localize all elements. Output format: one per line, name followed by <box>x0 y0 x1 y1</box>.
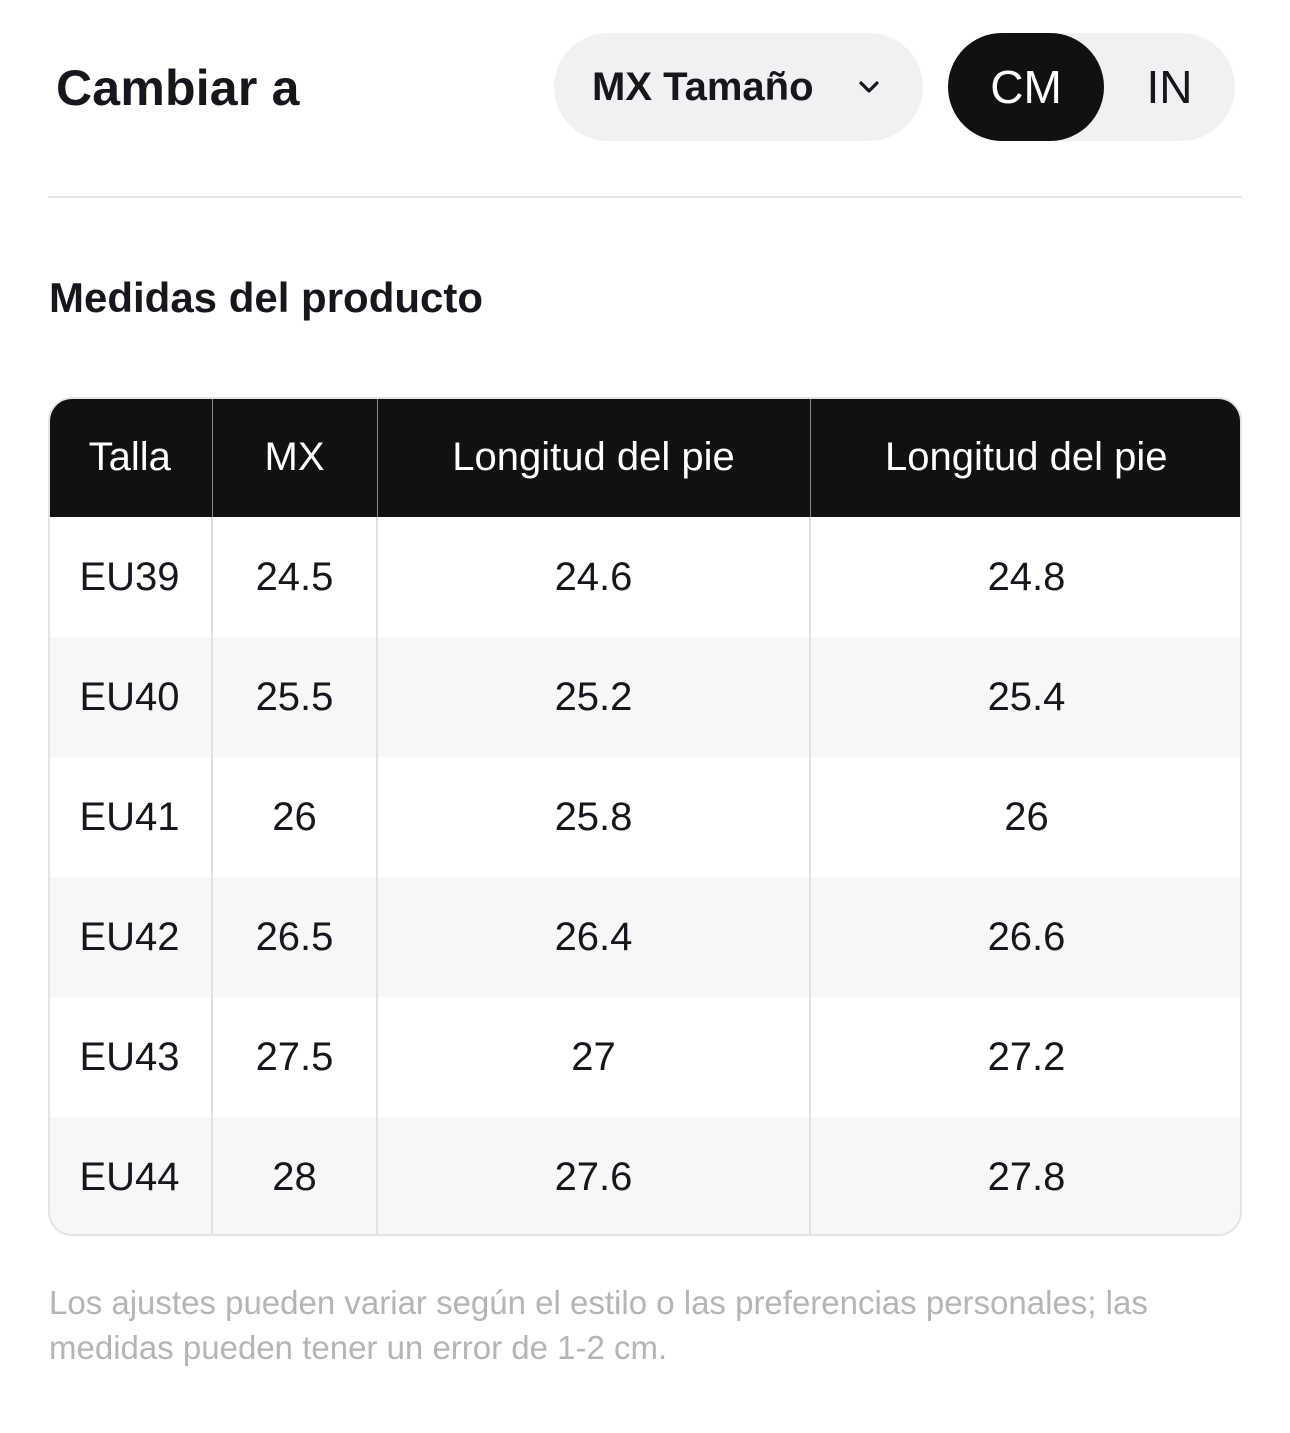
table-header-row: Talla MX Longitud del pie Longitud del p… <box>50 399 1240 517</box>
table-cell: EU44 <box>50 1117 212 1234</box>
table-cell: EU42 <box>50 877 212 997</box>
size-table-grid: Talla MX Longitud del pie Longitud del p… <box>50 399 1240 1234</box>
table-cell: 26 <box>211 757 377 877</box>
table-cell: 25.2 <box>376 637 810 757</box>
switch-label: Cambiar a <box>56 60 300 116</box>
table-cell: 24.8 <box>809 517 1240 637</box>
table-cell: 26 <box>809 757 1240 877</box>
table-cell: EU41 <box>50 757 212 877</box>
fit-disclaimer-note: Los ajustes pueden variar según el estil… <box>49 1284 1148 1366</box>
table-row: EU40 25.5 25.2 25.4 <box>50 637 1240 757</box>
table-cell: 27.5 <box>211 997 377 1117</box>
table-cell: 26.6 <box>809 877 1240 997</box>
unit-toggle: CM IN <box>948 33 1235 141</box>
table-row: EU43 27.5 27 27.2 <box>50 997 1240 1117</box>
table-row: EU39 24.5 24.6 24.8 <box>50 517 1240 637</box>
section-title: Medidas del producto <box>49 274 484 321</box>
size-system-dropdown[interactable]: MX Tamaño <box>554 33 923 141</box>
table-cell: 27.2 <box>809 997 1240 1117</box>
table-cell: 26.4 <box>376 877 810 997</box>
table-cell: 25.4 <box>809 637 1240 757</box>
table-cell: 25.8 <box>376 757 810 877</box>
table-cell: 27 <box>376 997 810 1117</box>
table-cell: 27.8 <box>809 1117 1240 1234</box>
table-row: EU41 26 25.8 26 <box>50 757 1240 877</box>
chevron-down-icon <box>859 81 879 93</box>
table-cell: 26.5 <box>211 877 377 997</box>
table-cell: 28 <box>211 1117 377 1234</box>
size-table: Talla MX Longitud del pie Longitud del p… <box>48 397 1242 1236</box>
table-cell: EU39 <box>50 517 212 637</box>
table-cell: 24.6 <box>376 517 810 637</box>
size-switch-bar: Cambiar a MX Tamaño CM IN <box>0 0 1290 198</box>
table-row: EU42 26.5 26.4 26.6 <box>50 877 1240 997</box>
table-row: EU44 28 27.6 27.8 <box>50 1117 1240 1234</box>
column-header-foot-length: Longitud del pie <box>376 399 810 517</box>
table-cell: 25.5 <box>211 637 377 757</box>
unit-option-cm[interactable]: CM <box>948 33 1104 141</box>
table-cell: 27.6 <box>376 1117 810 1234</box>
table-cell: EU40 <box>50 637 212 757</box>
column-header-talla: Talla <box>50 399 212 517</box>
divider <box>48 196 1242 198</box>
unit-option-in[interactable]: IN <box>1146 61 1193 113</box>
size-system-selected: MX Tamaño <box>592 65 814 109</box>
table-cell: 24.5 <box>211 517 377 637</box>
column-header-foot-length-2: Longitud del pie <box>809 399 1240 517</box>
table-cell: EU43 <box>50 997 212 1117</box>
column-header-mx: MX <box>211 399 377 517</box>
